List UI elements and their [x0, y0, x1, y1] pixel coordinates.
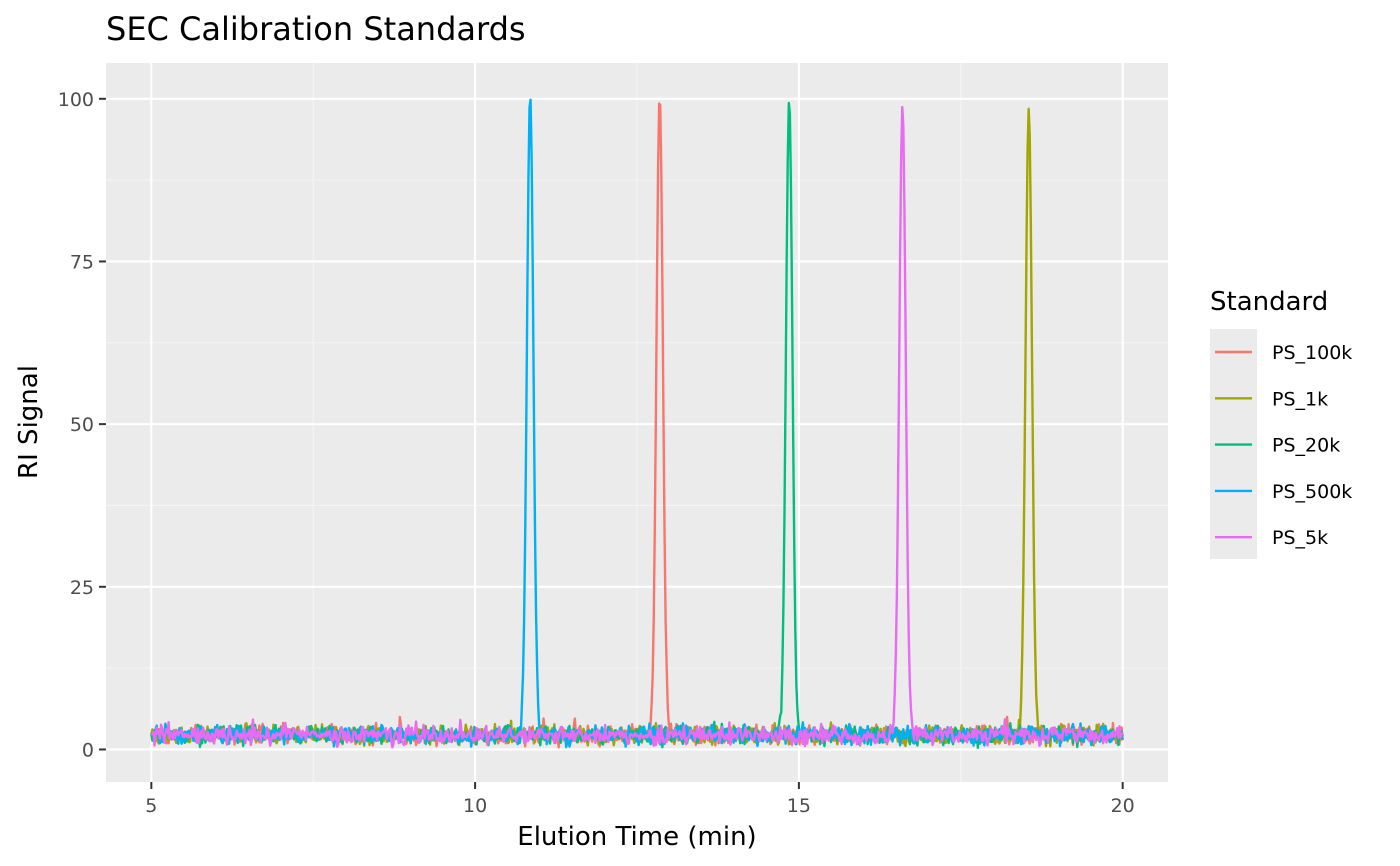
x-axis-title: Elution Time (min) — [517, 822, 756, 852]
x-tick-label: 15 — [787, 795, 811, 817]
y-axis: 0 25 50 75 100 — [58, 89, 106, 761]
y-tick-label: 25 — [70, 577, 94, 599]
y-tick-label: 75 — [70, 251, 94, 273]
chart-title: SEC Calibration Standards — [106, 10, 526, 48]
legend: Standard PS_100k PS_1k PS_20k PS_500k PS_5k — [1210, 287, 1352, 559]
series-lines — [150, 98, 1124, 750]
x-tick-label: 20 — [1111, 795, 1135, 817]
x-tick-label: 5 — [145, 795, 157, 817]
legend-label: PS_20k — [1272, 435, 1340, 457]
legend-label: PS_1k — [1272, 388, 1328, 410]
major-gridlines — [106, 63, 1168, 782]
minor-gridlines — [106, 63, 1168, 782]
x-tick-label: 10 — [463, 795, 487, 817]
legend-label: PS_500k — [1272, 481, 1352, 503]
legend-label: PS_100k — [1272, 342, 1352, 364]
y-tick-label: 100 — [58, 89, 94, 111]
legend-label: PS_5k — [1272, 527, 1328, 549]
y-tick-label: 50 — [70, 414, 94, 436]
y-axis-title: RI Signal — [14, 365, 44, 479]
legend-title: Standard — [1210, 287, 1328, 317]
y-tick-label: 0 — [82, 739, 94, 761]
x-axis: 5 10 15 20 — [145, 782, 1135, 817]
series-line-ps-5k — [151, 105, 1124, 749]
